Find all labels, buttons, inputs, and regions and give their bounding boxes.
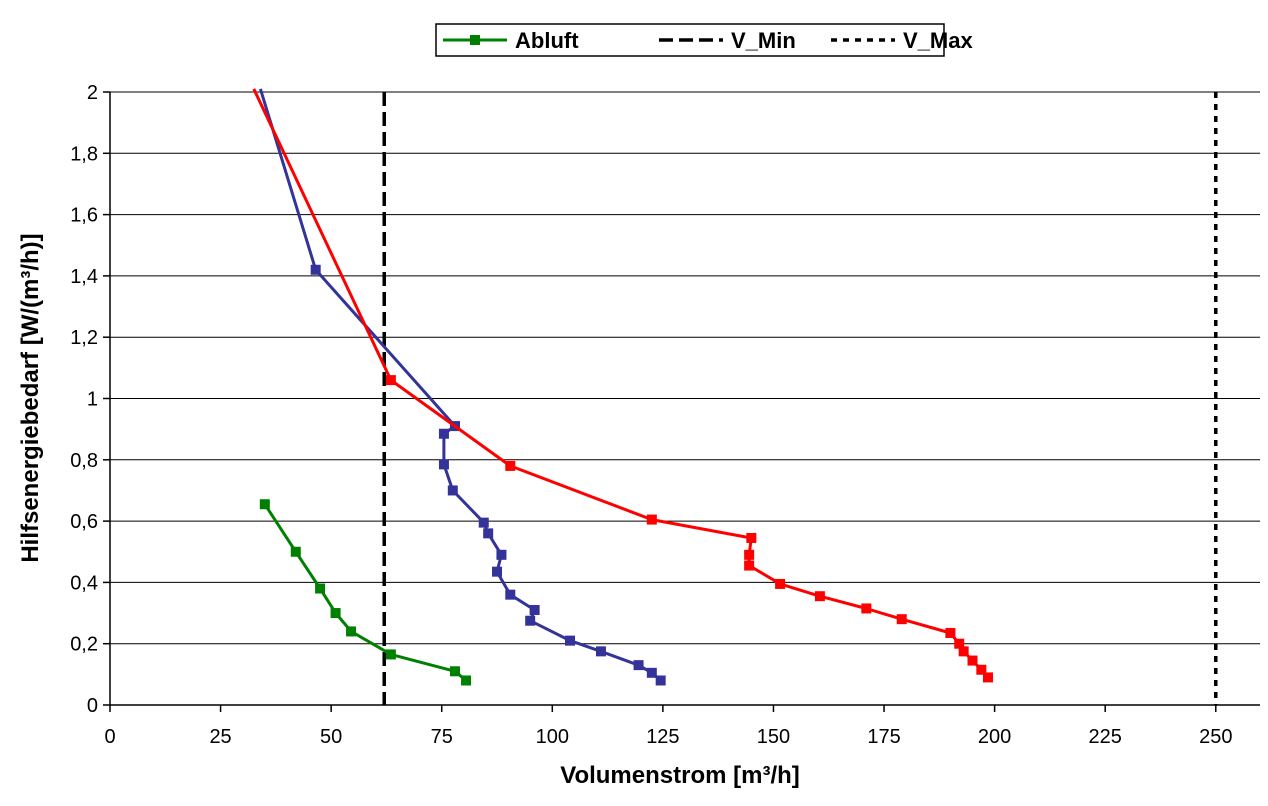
legend-marker-0 — [470, 35, 480, 45]
legend: Abluft V_Min V_Max — [435, 23, 973, 57]
series-1-point-7 — [483, 528, 494, 539]
y-tick-label-9: 1,8 — [70, 143, 98, 165]
x-tick-label-5: 125 — [646, 726, 679, 748]
series-0-point-1 — [290, 546, 301, 557]
y-tick-label-10: 2 — [87, 82, 98, 104]
series-2-point-7 — [775, 578, 786, 589]
series-1-point-4 — [438, 459, 449, 470]
series-2-point-14 — [967, 655, 978, 666]
x-tick-label-8: 200 — [978, 726, 1011, 748]
series-1-point-8 — [496, 549, 507, 560]
series-2-line — [252, 88, 990, 679]
series-2-point-10 — [896, 614, 907, 625]
series-1-point-17 — [655, 675, 666, 686]
series-0-point-0 — [259, 499, 270, 510]
legend-label-1: V_Min — [731, 28, 796, 53]
y-tick-label-4: 0,8 — [70, 450, 98, 472]
series-1-point-10 — [505, 589, 516, 600]
y-tick-label-2: 0,4 — [70, 572, 98, 594]
series-2-point-6 — [744, 560, 755, 571]
series-2-point-16 — [982, 672, 993, 683]
legend-items: Abluft V_Min V_Max — [443, 28, 973, 53]
y-tick-label-5: 1 — [87, 389, 98, 411]
series-2-point-1 — [385, 375, 396, 386]
series-1-point-6 — [478, 517, 489, 528]
series-2-point-11 — [945, 627, 956, 638]
series-2-point-3 — [646, 514, 657, 525]
series-2-point-8 — [814, 591, 825, 602]
series-layer — [252, 88, 993, 686]
reference-lines — [382, 92, 1218, 705]
x-tick-label-3: 75 — [431, 726, 453, 748]
series-1-point-13 — [565, 635, 575, 646]
series-1-point-5 — [447, 485, 458, 496]
y-axis-title: Hilfsenergiebedarf [W/(m³/h)] — [17, 233, 44, 562]
series-0-line — [263, 503, 468, 682]
legend-label-0: Abluft — [515, 28, 579, 53]
grid — [110, 91, 1260, 645]
series-0-point-5 — [385, 649, 396, 660]
x-tick-label-6: 150 — [757, 726, 790, 748]
series-1-point-14 — [595, 646, 606, 657]
series-2-point-5 — [744, 549, 755, 560]
series-0-point-7 — [461, 675, 472, 686]
series-2-point-9 — [861, 603, 872, 614]
x-tick-label-4: 100 — [536, 726, 569, 748]
y-tick-label-3: 0,6 — [70, 511, 98, 533]
x-tick-label-10: 250 — [1199, 726, 1232, 748]
x-tick-label-1: 25 — [209, 726, 231, 748]
series-1-point-1 — [310, 264, 321, 275]
series-2-point-15 — [976, 664, 987, 675]
series-0-point-3 — [330, 608, 341, 619]
x-tick-label-0: 0 — [104, 726, 115, 748]
series-0-point-6 — [450, 666, 460, 677]
series-1-point-16 — [646, 667, 657, 678]
series-0-point-4 — [346, 626, 357, 637]
series-2-point-12 — [954, 638, 965, 649]
series-2-point-13 — [958, 646, 969, 657]
y-tick-label-1: 0,2 — [70, 634, 98, 656]
x-tick-labels: 0 25 50 75 100 125 150 175 200 225 250 — [104, 726, 1232, 748]
series-2-point-4 — [746, 532, 757, 543]
axes — [103, 91, 1260, 712]
x-tick-label-9: 225 — [1089, 726, 1122, 748]
y-tick-label-6: 1,2 — [70, 327, 98, 349]
x-tick-label-2: 50 — [320, 726, 342, 748]
series-1-point-11 — [529, 604, 540, 615]
legend-label-2: V_Max — [903, 28, 973, 53]
x-tick-label-7: 175 — [867, 726, 900, 748]
series-1-point-3 — [438, 428, 449, 439]
series-1-point-12 — [525, 615, 536, 626]
y-tick-labels: 0 0,2 0,4 0,6 0,8 1 1,2 1,4 1,6 1,8 2 — [70, 82, 98, 717]
y-tick-label-8: 1,6 — [70, 205, 98, 227]
series-1-point-15 — [633, 660, 644, 671]
series-1-point-9 — [492, 566, 503, 577]
x-axis-title: Volumenstrom [m³/h] — [560, 762, 800, 789]
series-2-point-2 — [505, 460, 516, 471]
y-tick-label-7: 1,4 — [70, 266, 98, 288]
series-0-point-2 — [315, 583, 326, 594]
y-tick-label-0: 0 — [87, 695, 98, 717]
